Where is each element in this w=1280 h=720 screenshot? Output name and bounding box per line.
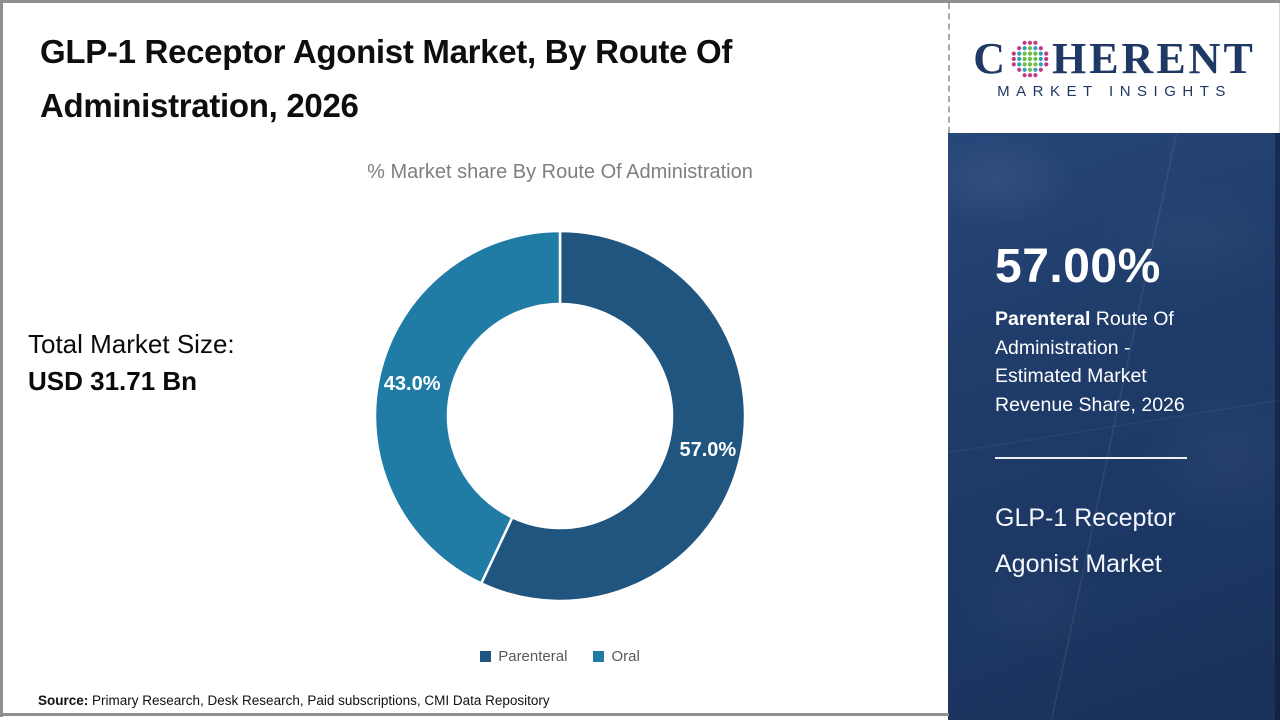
page-title-line1: GLP-1 Receptor Agonist Market, By Route … bbox=[40, 33, 733, 70]
border-left bbox=[0, 0, 3, 717]
panel-market-name-line2: Agonist Market bbox=[995, 550, 1162, 578]
legend-marker-oral bbox=[593, 651, 605, 662]
donut-slice-oral bbox=[373, 229, 562, 586]
source-label: Source: bbox=[38, 693, 89, 708]
chart-area: GLP-1 Receptor Agonist Market, By Route … bbox=[3, 3, 948, 713]
source-line: Source: Primary Research, Desk Research,… bbox=[38, 693, 550, 708]
total-market-size-value: USD 31.71 Bn bbox=[28, 366, 198, 396]
panel-edge-shade bbox=[1275, 133, 1280, 720]
panel-market-name: GLP-1 Receptor Agonist Market bbox=[995, 495, 1235, 587]
sidebar: C HERENT MARKET INSIGHTS 57.00% Parenter… bbox=[948, 0, 1280, 720]
brand-word-start: C bbox=[973, 33, 1008, 83]
total-market-size-label: Total Market Size: bbox=[28, 329, 235, 359]
border-bottom bbox=[0, 713, 949, 716]
donut-chart: 57.0% 43.0% bbox=[350, 206, 770, 626]
dot-globe-icon bbox=[1011, 40, 1049, 77]
page-title-line2: Administration, 2026 bbox=[40, 87, 359, 124]
panel-market-name-line1: GLP-1 Receptor bbox=[995, 504, 1176, 532]
brand-word-end: HERENT bbox=[1051, 33, 1256, 83]
legend-label-parenteral: Parenteral bbox=[498, 648, 568, 665]
stat-description-bold: Parenteral bbox=[995, 308, 1091, 330]
stat-value: 57.00% bbox=[995, 240, 1161, 293]
legend-label-oral: Oral bbox=[611, 648, 640, 665]
stat-description-rest: Route Of Administration - Estimated Mark… bbox=[995, 308, 1185, 416]
donut-value-label-oral: 43.0% bbox=[384, 373, 441, 395]
donut-chart-svg: 57.0% 43.0% bbox=[373, 229, 747, 603]
stat-description: Parenteral Route Of Administration - Est… bbox=[995, 305, 1213, 419]
total-market-size-block: Total Market Size: USD 31.71 Bn bbox=[28, 326, 235, 400]
highlight-panel: 57.00% Parenteral Route Of Administratio… bbox=[948, 133, 1280, 720]
border-top bbox=[0, 0, 1280, 3]
brand-logo-wordmark: C HERENT bbox=[973, 33, 1256, 83]
brand-logo: C HERENT MARKET INSIGHTS bbox=[948, 3, 1280, 133]
page-title: GLP-1 Receptor Agonist Market, By Route … bbox=[40, 25, 920, 133]
chart-subtitle: % Market share By Route Of Administratio… bbox=[367, 161, 753, 183]
legend-item-parenteral: Parenteral bbox=[480, 648, 567, 665]
source-text: Primary Research, Desk Research, Paid su… bbox=[88, 693, 550, 708]
legend-item-oral: Oral bbox=[593, 648, 640, 665]
chart-legend: Parenteral Oral bbox=[160, 648, 960, 665]
donut-value-label-parenteral: 57.0% bbox=[679, 439, 736, 461]
legend-marker-parenteral bbox=[480, 651, 492, 662]
panel-divider bbox=[995, 457, 1187, 459]
brand-subtitle: MARKET INSIGHTS bbox=[997, 82, 1232, 100]
donut-slice-parenteral bbox=[479, 229, 747, 603]
